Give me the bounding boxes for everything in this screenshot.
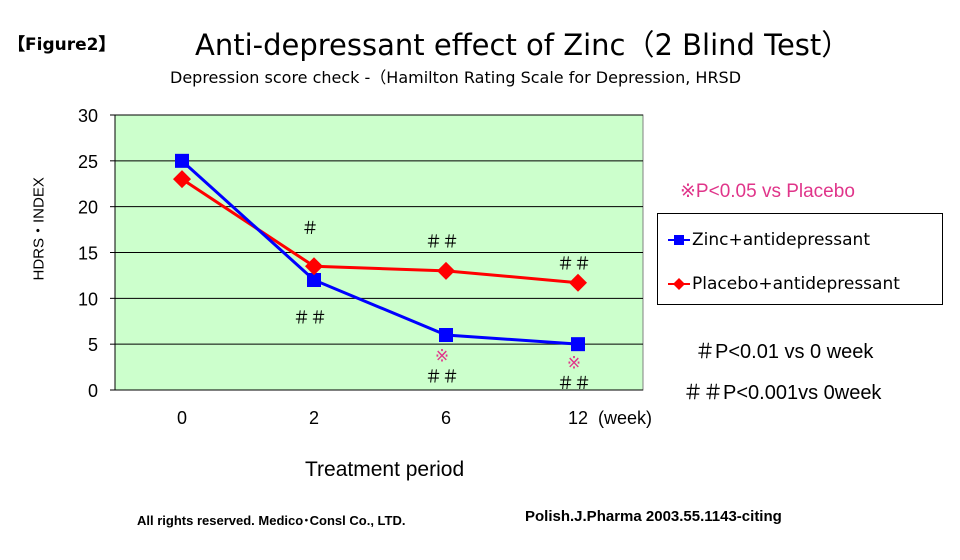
data-point-zinc bbox=[571, 337, 585, 352]
y-tick-label: 20 bbox=[78, 198, 98, 218]
legend-placebo-swatch bbox=[668, 278, 690, 290]
x-tick-label: 6 bbox=[441, 408, 451, 428]
annotation-layer: ＃＃＃＃＃＃＃※＃＃※＃＃ bbox=[293, 219, 591, 394]
series-line-placebo bbox=[181, 177, 579, 285]
data-point-placebo bbox=[437, 261, 455, 280]
data-point-placebo bbox=[173, 170, 191, 189]
data-point-zinc bbox=[439, 328, 453, 342]
legend: Zinc+antidepressant Placebo+antidepressa… bbox=[657, 213, 943, 305]
significance-marker: ※ bbox=[435, 346, 449, 366]
series-line-zinc bbox=[180, 159, 579, 346]
x-axis-title: Treatment period bbox=[305, 458, 465, 481]
significance-marker: ＃＃ bbox=[425, 367, 459, 387]
y-tick-label: 15 bbox=[78, 244, 98, 264]
chart-subtitle: Depression score check -（Hamilton Rating… bbox=[170, 68, 742, 87]
y-tick-label: 0 bbox=[88, 381, 98, 401]
y-tick-label: 25 bbox=[78, 152, 98, 172]
series-layer bbox=[173, 153, 587, 352]
y-tick-label: 30 bbox=[78, 106, 98, 126]
axes: 0 5 10 15 20 25 30 0 2 6 12 (week) bbox=[78, 106, 652, 428]
legend-zinc-swatch bbox=[668, 235, 690, 245]
copyright-footer: All rights reserved. Medico･Consl Co., L… bbox=[137, 513, 406, 528]
significance-marker: ＃ bbox=[302, 219, 319, 239]
y-axis-title: HDRS・INDEX bbox=[30, 177, 48, 281]
legend-item-zinc: Zinc+antidepressant bbox=[668, 227, 870, 253]
legend-zinc-label: Zinc+antidepressant bbox=[692, 230, 871, 250]
y-tick-label: 5 bbox=[88, 335, 98, 355]
data-point-zinc bbox=[175, 153, 189, 168]
citation-footer: Polish.J.Pharma 2003.55.1143-citing bbox=[525, 508, 782, 525]
legend-item-placebo: Placebo+antidepressant bbox=[668, 271, 900, 297]
significance-marker: ＃＃ bbox=[557, 374, 591, 394]
legend-placebo-label: Placebo+antidepressant bbox=[692, 274, 900, 294]
x-unit-label: (week) bbox=[598, 408, 652, 428]
chart-title: Anti-depressant effect of Zinc（2 Blind T… bbox=[195, 28, 851, 62]
data-point-placebo bbox=[569, 273, 587, 292]
y-tick-label: 10 bbox=[78, 289, 98, 309]
x-tick-label: 2 bbox=[309, 408, 319, 428]
data-point-zinc bbox=[307, 273, 321, 287]
significance-marker: ＃＃ bbox=[293, 309, 327, 329]
x-tick-label: 0 bbox=[177, 408, 187, 428]
x-tick-label: 12 bbox=[568, 408, 588, 428]
significance-marker: ＃＃ bbox=[557, 255, 591, 275]
significance-marker: ＃＃ bbox=[425, 233, 459, 253]
significance-marker: ※ bbox=[567, 354, 581, 374]
significance-p05-note: ※P<0.05 vs Placebo bbox=[680, 181, 855, 202]
grid-lines bbox=[115, 114, 643, 345]
figure-label: 【Figure2】 bbox=[8, 35, 116, 55]
significance-p001-note: ＃＃P<0.001vs 0week bbox=[683, 382, 882, 404]
data-point-placebo bbox=[305, 257, 323, 276]
significance-p01-note: ＃P<0.01 vs 0 week bbox=[695, 341, 874, 363]
